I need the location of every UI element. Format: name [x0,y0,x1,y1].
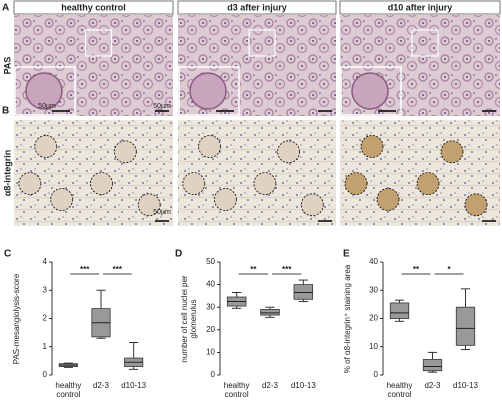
scale-label: 50µm [153,103,171,110]
y-tick-label: 40 [206,280,215,289]
glomerulus-outline [18,172,42,196]
y-tick-label: 4 [43,257,48,266]
significance-label: *** [80,265,90,274]
box [455,306,476,346]
y-tick-label: 10 [369,342,378,351]
glomerulus [25,72,63,110]
x-tick-label: d10-13 [290,381,316,390]
glomerulus-outline [253,172,277,196]
panel-letter: C [4,249,11,260]
glomerulus [189,72,227,110]
significance-label: * [447,265,451,274]
box [389,302,410,319]
glomerulus-outline [182,172,206,196]
glomerulus-outline [300,193,324,217]
y-tick-label: 2 [43,314,48,323]
glomerulus-outline [90,172,113,196]
glomerulus-outline [137,193,161,217]
panel-letter: D [175,249,182,260]
glomerulus [351,72,389,110]
zoom-box [248,29,276,57]
box [260,309,280,316]
x-tick-label: healthy control [223,381,250,399]
significance-label: ** [413,265,420,274]
column-header-box [177,0,337,15]
column-header-box [13,0,174,15]
box [293,284,314,300]
y-tick-label: 10 [206,348,215,357]
row-label: α8-integrin [2,150,12,197]
glomerulus-outline [50,188,74,211]
y-tick-label: 50 [206,257,215,266]
panel-letter: B [2,106,9,117]
y-tick-label: 0 [43,370,48,379]
zoom-box [84,29,113,57]
glomerulus-outline [213,188,237,211]
significance-label: *** [282,265,292,274]
column-header-box [339,0,501,15]
glomerulus-outline [416,172,440,196]
x-tick-label: d10-13 [453,381,478,390]
x-tick-label: healthy control [55,381,82,399]
box [422,359,443,372]
y-tick-label: 0 [211,370,216,379]
y-axis-label: PAS-mesangiolysis-score [12,273,21,364]
x-tick-label: d2-3 [261,381,278,390]
glomerulus-outline [464,193,488,217]
y-tick-label: 40 [369,257,378,266]
y-axis-label: number of cell nuclei per glomerulus [180,274,198,363]
y-axis-label: % of α8-integrin⁺ staining area [343,264,352,373]
glomerulus-outline [440,140,464,164]
significance-label: ** [250,265,257,274]
y-tick-label: 0 [374,370,379,379]
glomerulus-outline [198,135,222,158]
glomerulus-outline [344,172,368,196]
x-tick-label: d2-3 [424,381,441,390]
glomerulus-outline [277,140,301,164]
significance-label: *** [113,265,123,274]
y-tick-label: 30 [206,302,215,311]
y-tick-label: 3 [43,285,48,294]
column-header: d3 after injury [227,2,287,12]
column-header: d10 after injury [388,2,453,12]
scale-label: 50µm [153,209,171,216]
glomerulus-outline [34,135,58,158]
x-tick-label: healthy control [386,381,413,399]
y-tick-label: 20 [369,314,378,323]
scale-label: 50µm [38,103,56,110]
x-tick-label: d2-3 [92,381,109,390]
y-tick-label: 30 [369,285,378,294]
y-tick-label: 20 [206,325,215,334]
y-tick-label: 1 [43,342,48,351]
glomerulus-outline [376,188,400,211]
glomerulus-outline [360,135,384,158]
panel-letter: E [343,249,350,260]
column-header: healthy control [61,2,126,12]
panel-letter: A [2,3,9,14]
zoom-box [411,29,439,57]
x-tick-label: d10-13 [121,381,147,390]
glomerulus-outline [113,140,137,164]
row-label: PAS [2,57,12,75]
